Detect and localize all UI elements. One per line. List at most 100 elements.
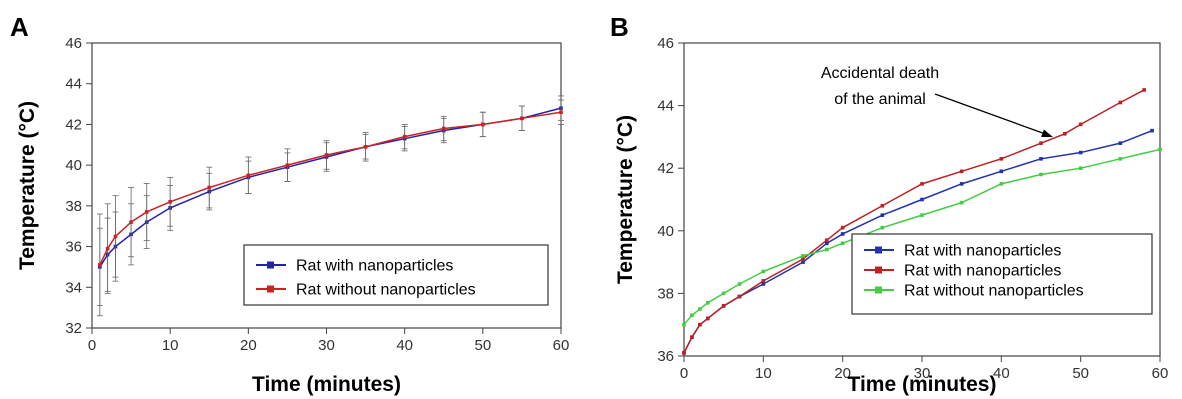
- panel-b-data-point: [1039, 172, 1043, 177]
- panel-b-data-point: [920, 197, 924, 202]
- panel-b-data-point: [698, 322, 702, 327]
- panel-a-x-tick-label: 20: [240, 337, 257, 354]
- panel-b-data-point: [761, 269, 766, 274]
- panel-b-legend-label: Rat with nanoparticles: [904, 243, 1061, 260]
- panel-b-data-point: [1039, 141, 1043, 145]
- panel-a-x-axis-title: Time (minutes): [252, 373, 401, 396]
- panel-b-data-point: [761, 282, 766, 286]
- panel-b-data-point: [1118, 157, 1123, 161]
- panel-b-data-point: [682, 351, 686, 355]
- panel-b-annotation: Accidental death of the animal: [821, 65, 1053, 138]
- panel-b-data-point: [825, 238, 829, 242]
- panel-b-x-tick-label: 50: [1072, 365, 1089, 382]
- panel-b-data-point: [682, 322, 686, 327]
- panel-b-data-point: [706, 316, 710, 321]
- panel-b-annotation-arrow-line: [934, 93, 1052, 137]
- panel-a-y-tick-label: 40: [65, 157, 82, 174]
- panel-b-data-point: [1078, 150, 1083, 155]
- panel-a-data-point: [285, 163, 290, 167]
- panel-b-data-point: [1118, 100, 1123, 105]
- panel-a-data-point: [207, 185, 212, 190]
- panel-b-chart: B 0 10 20 30 40 50 60 36 38 40 42 44 46 Time (minutes)…: [610, 12, 1168, 396]
- panel-b-x-tick-label: 40: [993, 365, 1010, 382]
- panel-b-data-point: [880, 213, 885, 217]
- panel-b-annotation-line: of the animal: [834, 91, 926, 108]
- panel-b-data-point: [999, 169, 1004, 174]
- panel-b-data-point: [801, 257, 805, 261]
- panel-a-chart: A 0 10 20 30 40 50 60 32 34 36 38 40 42 44 46 Time (minu…: [10, 12, 569, 396]
- panel-b-data-point: [880, 225, 885, 230]
- panel-b-annotation-line: Accidental death: [821, 65, 939, 82]
- panel-b-y-tick-label: 46: [657, 35, 674, 52]
- panel-a-data-point: [520, 116, 524, 121]
- panel-b-x-tick-label: 0: [680, 365, 688, 382]
- panel-b-data-point: [999, 182, 1004, 186]
- panel-a-legend-label: Rat with nanoparticles: [296, 258, 453, 275]
- panel-b-data-point: [721, 304, 726, 308]
- panel-b-data-point: [1078, 166, 1083, 170]
- panel-b-legend-label: Rat without nanoparticles: [904, 283, 1084, 300]
- panel-a-data-point: [402, 134, 407, 139]
- panel-a-y-tick-label: 38: [65, 198, 82, 215]
- panel-b-y-tick-label: 40: [657, 223, 674, 240]
- panel-a-legend-swatch-marker: [267, 261, 274, 269]
- panel-b-data-point: [959, 182, 964, 186]
- panel-b-legend-swatch-marker: [875, 266, 882, 274]
- panel-b-data-point: [840, 232, 845, 236]
- panel-a-x-tick-label: 10: [162, 337, 179, 354]
- panel-b-data-point: [1118, 141, 1123, 145]
- panel-a-legend-box: [243, 244, 549, 306]
- panel-b-data-point: [840, 241, 845, 246]
- panel-b-data-point: [825, 247, 829, 252]
- panel-b-x-tick-label: 60: [1152, 365, 1169, 382]
- panel-a-data-point: [144, 210, 149, 214]
- panel-b-y-axis-title: Temperature (°C): [614, 115, 637, 284]
- panel-b-data-point: [801, 254, 805, 258]
- panel-b-data-point: [690, 313, 694, 318]
- panel-b-y-tick-label: 38: [657, 285, 674, 302]
- panel-b-data-point: [721, 291, 726, 296]
- panel-a-y-tick-label: 42: [65, 116, 82, 133]
- panel-b-data-point: [698, 307, 702, 311]
- panel-b-x-tick-label: 20: [834, 365, 851, 382]
- panel-b-x-tick-label: 10: [755, 365, 772, 382]
- panel-a-y-axis-title: Temperature (°C): [16, 101, 39, 270]
- panel-b-annotation-arrowhead: [1041, 129, 1053, 138]
- panel-b-data-point: [1142, 88, 1146, 92]
- panel-b-data-point: [801, 260, 805, 264]
- panel-a-data-point: [98, 263, 102, 267]
- panel-b-data-point: [1039, 157, 1043, 161]
- panel-b-y-tick-label: 36: [657, 348, 674, 365]
- panel-b-x-tick-label: 30: [914, 365, 931, 382]
- panel-a-x-tick-label: 60: [553, 337, 570, 354]
- panel-b-legend-label: Rat with nanoparticles: [904, 263, 1061, 280]
- panel-a-letter: A: [10, 12, 29, 42]
- panel-b-data-point: [737, 282, 742, 286]
- panel-b-data-point: [920, 182, 924, 186]
- panel-b-data-point: [737, 294, 742, 299]
- panel-b-data-point: [999, 157, 1004, 161]
- panel-b-y-tick-label: 42: [657, 160, 674, 177]
- panel-a-data-point: [324, 153, 329, 157]
- panel-b-series-2: [682, 147, 1162, 327]
- panel-a-data-point: [246, 173, 251, 178]
- panel-a-x-tick-label: 40: [396, 337, 413, 354]
- panel-a-series-1: [96, 99, 564, 317]
- panel-a-data-point: [441, 126, 446, 131]
- panel-a-x-tick-label: 30: [318, 337, 335, 354]
- panel-b-data-point: [690, 335, 694, 340]
- panel-a-data-point: [363, 145, 368, 149]
- panel-a-series-line: [99, 107, 562, 268]
- panel-b-data-point: [840, 225, 845, 230]
- panel-b-data-point: [959, 200, 964, 205]
- panel-a-data-point: [168, 199, 172, 204]
- panel-a-data-point: [113, 234, 118, 239]
- panel-b-data-point: [1158, 147, 1162, 152]
- panel-a-data-point: [559, 110, 563, 115]
- panel-a-y-tick-label: 46: [65, 35, 82, 52]
- panel-b-y-tick-label: 44: [657, 98, 674, 115]
- panel-a-y-tick-label: 34: [65, 279, 82, 296]
- panel-b-legend: Rat with nanoparticles Rat with nanoparti…: [851, 233, 1153, 315]
- panel-a-x-tick-label: 0: [88, 337, 96, 354]
- panel-a-series-line: [99, 111, 562, 266]
